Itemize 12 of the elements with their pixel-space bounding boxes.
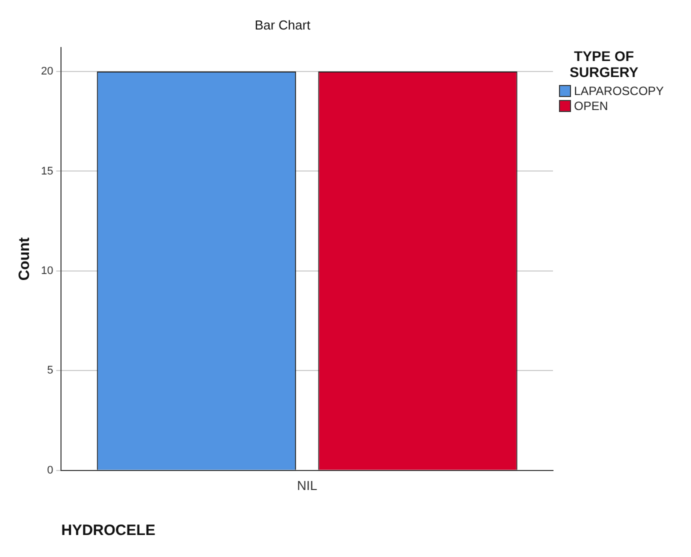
y-tick-label: 10 (40, 264, 54, 277)
y-axis-title: Count (16, 237, 34, 281)
y-tick-label: 0 (47, 464, 54, 476)
y-tick-label: 5 (47, 364, 54, 377)
y-tick-label: 15 (40, 165, 54, 178)
legend-label: OPEN (574, 99, 608, 113)
x-axis-title: HYDROCELE (61, 522, 156, 540)
text: LAPAROSCOPY (574, 84, 664, 98)
y-tick-label: 20 (40, 66, 54, 78)
x-tick-label: NIL (297, 478, 318, 493)
legend-title: TYPE OF SURGERY (568, 48, 640, 80)
chart-title: Bar Chart (254, 17, 311, 32)
